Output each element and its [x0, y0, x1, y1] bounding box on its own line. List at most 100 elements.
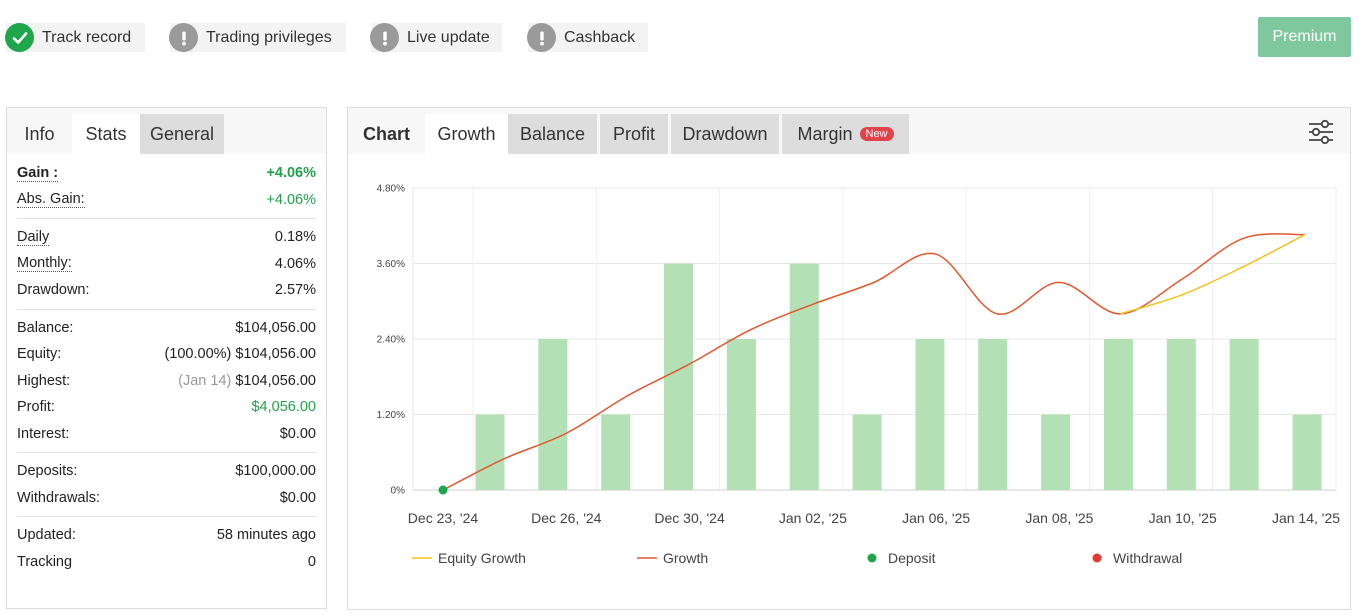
bar — [1229, 339, 1259, 490]
divider — [17, 516, 316, 517]
tab-drawdown[interactable]: Drawdown — [671, 114, 779, 154]
gain-label[interactable]: Gain : — [17, 164, 59, 182]
badge-label: Cashback — [564, 28, 636, 46]
bar — [1103, 339, 1133, 490]
legend-deposit[interactable]: Deposit — [888, 550, 936, 566]
badge-track-record[interactable]: Track record — [5, 23, 145, 52]
y-tick-label: 1.20% — [377, 410, 405, 421]
equity-value: $104,056.00 — [235, 346, 316, 363]
tab-growth[interactable]: Growth — [425, 114, 508, 154]
bar — [538, 339, 568, 490]
abs-gain-label[interactable]: Abs. Gain: — [17, 191, 85, 209]
badge-label: Live update — [407, 28, 490, 46]
exclamation-circle-icon — [527, 23, 556, 52]
tab-margin-label: Margin — [797, 123, 853, 144]
x-tick-label: Jan 14, '25 — [1272, 510, 1340, 526]
highest-date: (Jan 14) — [178, 372, 232, 389]
deposits-value: $100,000.00 — [235, 463, 316, 480]
bar — [915, 339, 945, 490]
profit-value: $4,056.00 — [251, 399, 316, 416]
stat-row-balance: Balance: $104,056.00 — [17, 315, 316, 342]
x-tick-label: Jan 10, '25 — [1149, 510, 1217, 526]
stat-row-gain: Gain : +4.06% — [17, 160, 316, 187]
bar — [664, 263, 694, 490]
balance-label: Balance: — [17, 319, 74, 336]
withdrawals-label: Withdrawals: — [17, 489, 100, 506]
chart-header: Chart — [362, 123, 410, 144]
check-circle-icon — [5, 23, 34, 52]
tab-info[interactable]: Info — [24, 123, 55, 144]
stat-row-interest: Interest: $0.00 — [17, 421, 316, 448]
stat-row-equity: Equity: (100.00%) $104,056.00 — [17, 341, 316, 368]
bar — [789, 263, 819, 490]
tab-stats[interactable]: Stats — [72, 114, 140, 154]
bar — [1041, 414, 1071, 490]
stat-row-withdrawals: Withdrawals: $0.00 — [17, 485, 316, 512]
chart-tabs: Chart Growth Balance Profit Drawdown Mar… — [348, 108, 1350, 154]
x-tick-label: Dec 30, '24 — [654, 510, 725, 526]
stat-row-drawdown: Drawdown: 2.57% — [17, 277, 316, 304]
chart-settings-icon[interactable] — [1307, 118, 1335, 146]
deposits-label: Deposits: — [17, 463, 78, 480]
stat-row-monthly: Monthly: 4.06% — [17, 251, 316, 278]
y-tick-label: 0% — [391, 486, 406, 497]
badge-trading-privileges[interactable]: Trading privileges — [169, 23, 346, 52]
tab-margin[interactable]: Margin New — [782, 114, 909, 154]
bar — [1292, 414, 1322, 490]
daily-value: 0.18% — [274, 229, 316, 246]
left-tabs: Info Stats General — [7, 108, 326, 154]
chart-panel: Chart Growth Balance Profit Drawdown Mar… — [347, 107, 1351, 610]
stat-row-abs-gain: Abs. Gain: +4.06% — [17, 187, 316, 214]
highest-value: $104,056.00 — [235, 372, 316, 389]
withdrawals-value: $0.00 — [279, 489, 316, 506]
balance-value: $104,056.00 — [235, 319, 316, 336]
y-tick-label: 4.80% — [377, 184, 405, 195]
tracking-value: 0 — [307, 553, 316, 570]
equity-growth-line — [1120, 233, 1306, 315]
divider — [17, 218, 316, 219]
drawdown-value: 2.57% — [274, 282, 316, 299]
badge-label: Track record — [42, 28, 132, 46]
tab-balance[interactable]: Balance — [508, 114, 597, 154]
stat-row-highest: Highest: (Jan 14) $104,056.00 — [17, 368, 316, 395]
x-tick-label: Jan 06, '25 — [902, 510, 970, 526]
bar — [1166, 339, 1196, 490]
badge-cashback[interactable]: Cashback — [527, 23, 648, 52]
monthly-value: 4.06% — [274, 255, 316, 272]
premium-button[interactable]: Premium — [1258, 17, 1351, 57]
legend-growth[interactable]: Growth — [663, 550, 708, 566]
interest-value: $0.00 — [279, 425, 316, 442]
stat-row-deposits: Deposits: $100,000.00 — [17, 458, 316, 485]
highest-label: Highest: — [17, 372, 71, 389]
tracking-label: Tracking — [17, 553, 73, 570]
updated-label: Updated: — [17, 527, 76, 544]
legend-withdrawal[interactable]: Withdrawal — [1113, 550, 1182, 566]
bar — [601, 414, 631, 490]
stats-list: Gain : +4.06% Abs. Gain: +4.06% Daily 0.… — [7, 154, 326, 575]
bar — [978, 339, 1008, 490]
badge-label: Trading privileges — [206, 28, 332, 46]
account-stats-panel: Info Stats General Gain : +4.06% Abs. Ga… — [6, 107, 327, 609]
growth-line — [442, 233, 1306, 491]
y-tick-label: 3.60% — [377, 259, 405, 270]
stat-row-tracking: Tracking 0 — [17, 549, 316, 576]
stat-row-updated: Updated: 58 minutes ago — [17, 522, 316, 549]
exclamation-circle-icon — [370, 23, 399, 52]
tab-general[interactable]: General — [140, 114, 224, 154]
daily-label[interactable]: Daily — [17, 228, 50, 246]
deposit-marker — [438, 485, 448, 495]
stat-row-daily: Daily 0.18% — [17, 224, 316, 251]
tab-profit[interactable]: Profit — [600, 114, 668, 154]
growth-chart: 0% 1.20% 2.40% 3.60% 4.80% Dec 23, '24 Dec 26… — [377, 184, 1341, 567]
bar — [475, 414, 505, 490]
updated-value: 58 minutes ago — [216, 527, 316, 544]
monthly-label[interactable]: Monthly: — [17, 255, 72, 273]
badge-live-update[interactable]: Live update — [370, 23, 502, 52]
drawdown-label: Drawdown: — [17, 282, 90, 299]
divider — [17, 308, 316, 310]
bar — [726, 339, 756, 490]
abs-gain-value: +4.06% — [266, 191, 316, 208]
x-tick-label: Dec 26, '24 — [531, 510, 602, 526]
legend-equity-growth[interactable]: Equity Growth — [438, 550, 526, 566]
interest-label: Interest: — [17, 425, 70, 442]
